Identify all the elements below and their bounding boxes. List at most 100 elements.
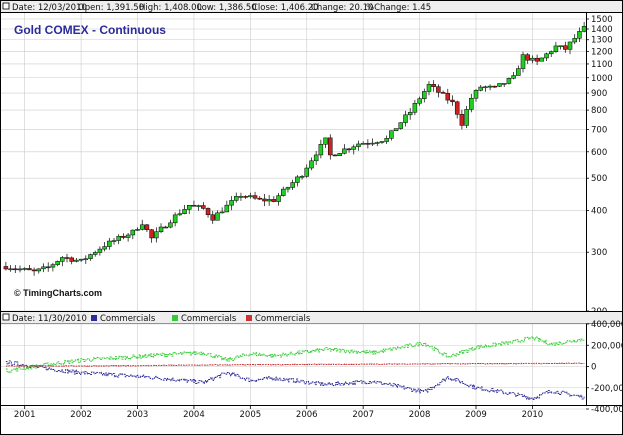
candle-up — [323, 137, 328, 145]
price-tick-label: 1400 — [591, 25, 613, 35]
candle-up — [139, 224, 145, 230]
candle-up — [487, 85, 493, 88]
candle-up — [55, 261, 60, 265]
lower-header-checkbox[interactable] — [2, 313, 10, 321]
candle-up — [304, 167, 310, 177]
candle-up — [266, 199, 272, 202]
candle-up — [186, 205, 192, 210]
legend-swatch-red — [246, 315, 252, 321]
candle-up — [78, 258, 84, 261]
candle-up — [17, 268, 23, 271]
header-date: Date: 12/03/2010 — [12, 3, 87, 13]
time-tick-label: 2003 — [127, 410, 149, 420]
header-bar — [1, 1, 622, 12]
candle-down — [450, 99, 455, 103]
candle-down — [27, 268, 32, 271]
candle-down — [3, 266, 9, 270]
candle-up — [196, 205, 201, 207]
price-tick-label: 700 — [591, 125, 607, 135]
candle-up — [22, 268, 27, 270]
candle-up — [572, 38, 577, 43]
candle-up — [97, 248, 103, 253]
candle-up — [154, 231, 159, 239]
legend-label-blue: Commercials — [100, 314, 156, 324]
candle-up — [544, 53, 549, 59]
candle-up — [215, 212, 220, 221]
time-tick-label: 2004 — [183, 410, 205, 420]
candle-up — [511, 75, 516, 79]
candle-up — [567, 41, 573, 50]
price-tick-label: 1200 — [591, 47, 613, 57]
cot-tick-label: 0 — [591, 363, 596, 373]
candle-down — [459, 114, 465, 126]
price-tick-label: 1000 — [591, 74, 613, 84]
price-tick-label: 1500 — [591, 15, 613, 25]
candle-up — [403, 114, 408, 123]
candle-up — [379, 141, 385, 143]
time-tick-label: 2001 — [14, 410, 36, 420]
candle-up — [50, 264, 56, 268]
time-tick-label: 2008 — [409, 410, 431, 420]
copyright-label: © TimingCharts.com — [14, 288, 102, 298]
header-checkbox[interactable] — [2, 2, 10, 10]
candle-up — [356, 143, 361, 148]
candle-up — [238, 196, 244, 198]
lower-header-bar — [1, 312, 622, 323]
header-pct-change: %Change: 1.45 — [366, 3, 431, 13]
candle-up — [407, 111, 413, 116]
candle-up — [295, 176, 300, 183]
price-tick-label: 600 — [591, 148, 607, 158]
candle-up — [539, 57, 545, 62]
cot-series-line — [5, 336, 585, 373]
candle-down — [271, 199, 277, 202]
candle-up — [219, 211, 225, 214]
candle-up — [130, 229, 136, 236]
candle-down — [31, 269, 37, 272]
cot-axis: 400,000 200,000 0 -200,000 -400,000 — [586, 320, 623, 415]
candle-down — [328, 137, 333, 156]
candle-up — [177, 213, 183, 216]
candle-up — [337, 153, 342, 157]
price-tick-label: 800 — [591, 106, 607, 116]
legend-label-green: Commercials — [181, 314, 237, 324]
candle-down — [149, 229, 154, 239]
candle-up — [351, 146, 357, 150]
candle-down — [243, 196, 248, 198]
candle-down — [454, 101, 460, 115]
candle-up — [370, 142, 375, 145]
candle-up — [135, 229, 140, 231]
candle-up — [107, 240, 112, 247]
header-low: Low: 1,386.50 — [197, 3, 257, 13]
candle-up — [116, 235, 121, 241]
legend-swatch-blue — [91, 315, 97, 321]
candle-down — [163, 226, 168, 229]
lower-header-date: Date: 11/30/2010 — [12, 314, 87, 324]
candle-down — [436, 86, 441, 93]
candle-up — [233, 196, 239, 201]
candle-up — [417, 98, 422, 104]
price-axis: 2003004005006007008009001000110012001300… — [586, 15, 613, 317]
cot-lines — [5, 336, 585, 401]
candle-up — [581, 26, 587, 32]
candle-up — [375, 142, 380, 144]
candle-down — [252, 195, 258, 199]
candle-up — [426, 84, 432, 92]
chart-title: Gold COMEX - Continuous — [14, 23, 166, 37]
candle-down — [440, 92, 446, 94]
price-tick-label: 1100 — [591, 60, 613, 70]
candle-down — [64, 257, 70, 259]
candle-up — [384, 138, 389, 142]
cot-series-line — [5, 360, 585, 401]
price-tick-label: 900 — [591, 89, 607, 99]
header-change: Change: 20.10 — [311, 3, 373, 13]
candle-down — [45, 266, 51, 269]
candle-down — [257, 197, 262, 200]
price-tick-label: 500 — [591, 174, 607, 184]
cot-tick-label: 400,000 — [591, 320, 623, 330]
time-tick-label: 2006 — [296, 410, 318, 420]
candle-up — [412, 102, 418, 113]
candle-up — [92, 252, 98, 255]
time-tick-label: 2010 — [522, 410, 544, 420]
time-tick-label: 2005 — [240, 410, 262, 420]
